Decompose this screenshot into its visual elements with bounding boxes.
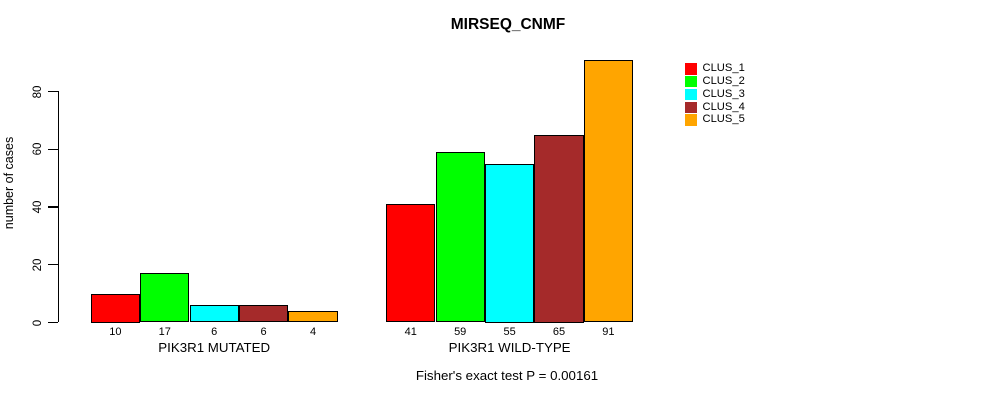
bar-clus_2-wild-type [435,152,485,323]
legend-label: CLUS_3 [702,87,745,100]
bar-clus_5-wild-type [583,59,634,323]
y-axis-tick-label: 60 [31,142,44,156]
legend-swatch-clus_2 [685,75,697,88]
y-axis-tick [48,264,58,266]
legend-swatch-clus_4 [685,101,697,114]
x-axis-group-label: PIK3R1 WILD-TYPE [448,339,571,355]
bar-value-label: 17 [158,326,171,338]
y-axis-tick-label: 20 [31,258,44,272]
y-axis-tick-label: 0 [31,319,44,326]
y-axis-line [57,90,59,323]
bar-clus_5-mutated [288,310,338,323]
chart-title: MIRSEQ_CNMF [450,16,566,33]
y-axis-tick-label: 40 [31,200,44,214]
bar-value-label: 41 [404,326,417,338]
legend-item: CLUS_4 [685,101,745,114]
bar-clus_4-wild-type [534,134,584,323]
bar-clus_3-mutated [189,305,239,323]
bar-value-label: 65 [552,326,566,338]
legend-label: CLUS_2 [702,75,745,88]
y-axis-tick [48,206,58,208]
bar-value-label: 91 [602,326,615,338]
legend-item: CLUS_5 [685,114,745,127]
legend-swatch-clus_3 [685,88,697,101]
legend-label: CLUS_5 [702,113,745,126]
y-axis-label: number of cases [1,136,16,229]
bar-value-label: 6 [211,326,218,338]
bar-value-label: 10 [109,326,122,338]
legend-item: CLUS_3 [685,88,745,101]
bar-clus_3-wild-type [484,163,535,323]
bar-clus_4-mutated [238,305,289,323]
bar-clus_1-wild-type [386,204,436,323]
legend: CLUS_1 CLUS_2 CLUS_3 CLUS_4 CLUS_5 [685,63,745,127]
y-axis-tick-label: 80 [31,85,44,98]
bar-clus_2-mutated [140,273,190,323]
bar-value-label: 4 [309,326,317,338]
legend-label: CLUS_1 [702,62,745,75]
bar-value-label: 6 [260,326,267,338]
legend-swatch-clus_1 [685,63,697,75]
legend-item: CLUS_2 [685,75,745,88]
legend-item: CLUS_1 [685,63,745,76]
y-axis-tick [48,148,58,150]
y-axis-tick [48,321,58,324]
bar-value-label: 55 [503,326,516,338]
y-axis-tick [48,90,58,93]
bar-clus_1-mutated [90,293,141,323]
bar-value-label: 59 [454,326,467,338]
legend-label: CLUS_4 [702,100,745,113]
legend-swatch-clus_5 [685,114,697,126]
fisher-test-annotation: Fisher's exact test P = 0.00161 [415,368,599,383]
x-axis-group-label: PIK3R1 MUTATED [158,339,271,355]
